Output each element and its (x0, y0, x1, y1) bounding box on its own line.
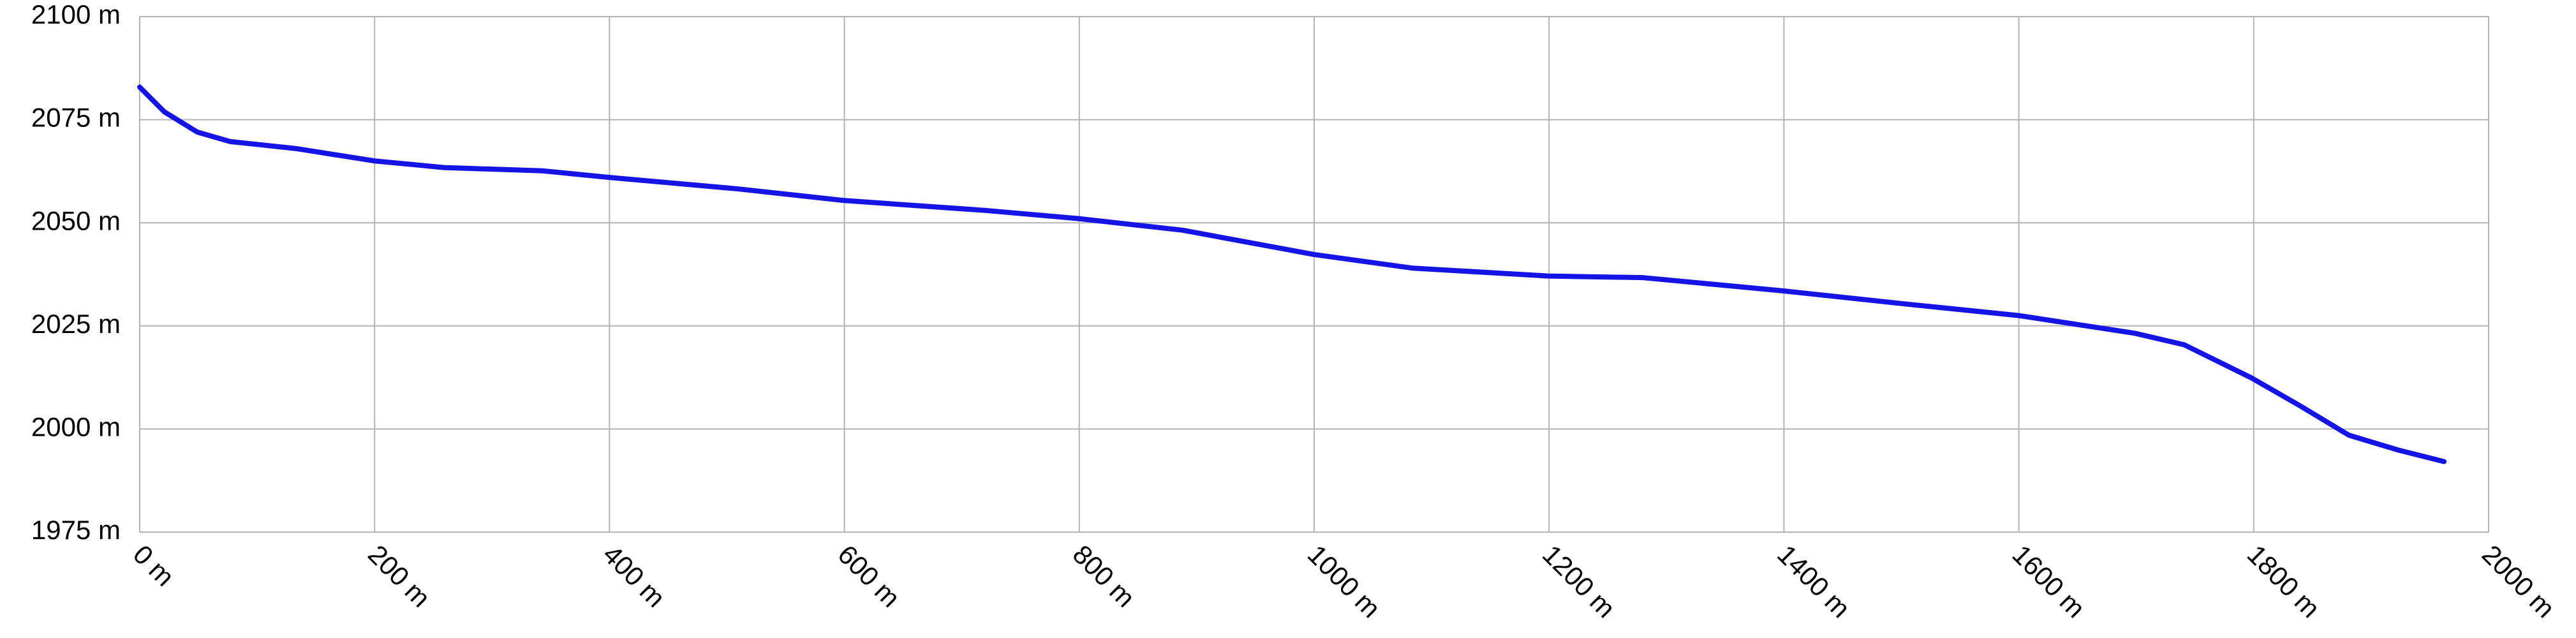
y-tick-label: 2075 m (31, 103, 121, 133)
x-tick-label: 1000 m (1302, 539, 1386, 623)
x-tick-label: 200 m (362, 539, 436, 613)
y-tick-label: 1975 m (31, 515, 121, 545)
x-tick-label: 1800 m (2242, 539, 2326, 623)
x-tick-label: 0 m (128, 539, 181, 592)
x-tick-label: 600 m (832, 539, 906, 613)
y-tick-label: 2050 m (31, 205, 121, 235)
x-tick-label: 1200 m (1537, 539, 1621, 623)
x-tick-label: 1600 m (2006, 539, 2091, 623)
y-tick-label: 2000 m (31, 412, 121, 441)
elevation-line (137, 84, 2447, 464)
x-tick-label: 2000 m (2476, 539, 2561, 623)
y-tick-label: 2100 m (31, 0, 121, 29)
x-tick-label: 800 m (1067, 539, 1141, 613)
x-tick-label: 1400 m (1772, 539, 1856, 623)
x-tick-label: 400 m (597, 539, 671, 613)
y-tick-label: 2025 m (31, 309, 121, 339)
